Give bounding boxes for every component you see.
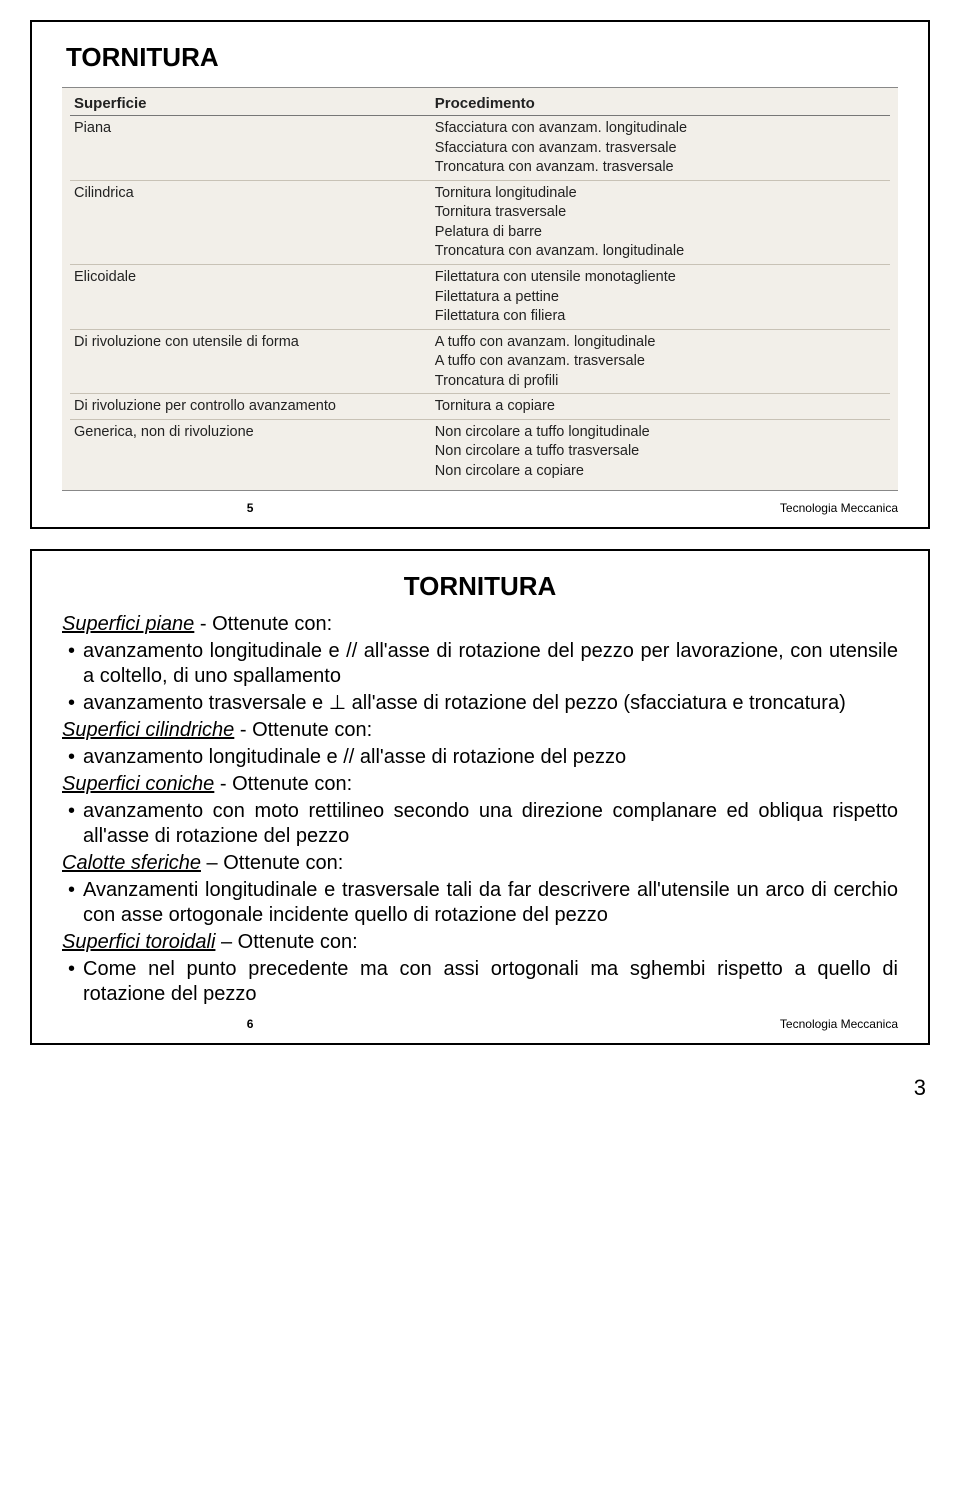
table-cell-superficie: Di rivoluzione con utensile di forma [70,329,431,394]
bullet-text: avanzamento trasversale e ⊥ all'asse di … [83,691,898,716]
table-row: Di rivoluzione con utensile di formaA tu… [70,329,890,394]
slide-1: TORNITURA Superficie Procedimento PianaS… [30,20,930,529]
section-heading-underline: Superfici toroidali [62,931,215,953]
bullet-item: •Come nel punto precedente ma con assi o… [68,957,898,1007]
bullet-text: Come nel punto precedente ma con assi or… [83,957,898,1007]
bullet-dot-icon: • [68,957,75,1007]
slide1-source: Tecnologia Meccanica [780,501,898,515]
table-cell-procedimento: Filettatura con utensile monotaglienteFi… [431,264,890,329]
section-heading-underline: Superfici piane [62,613,194,635]
table-cell-superficie: Generica, non di rivoluzione [70,419,431,483]
table-row: PianaSfacciatura con avanzam. longitudin… [70,116,890,181]
slide2-body: Superfici piane - Ottenute con:•avanzame… [62,612,898,1007]
bullet-text: avanzamento longitudinale e // all'asse … [83,745,898,770]
table-cell-procedimento: Tornitura longitudinaleTornitura trasver… [431,180,890,264]
bullet-text: avanzamento longitudinale e // all'asse … [83,639,898,689]
slide1-footer: 5 Tecnologia Meccanica [62,501,898,515]
table-cell-superficie: Di rivoluzione per controllo avanzamento [70,394,431,420]
slide2-source: Tecnologia Meccanica [780,1017,898,1031]
slide1-table: Superficie Procedimento PianaSfacciatura… [70,92,890,484]
section-heading: Superfici toroidali – Ottenute con: [62,930,898,955]
slide2-title: TORNITURA [62,571,898,602]
table-col-superficie: Superficie [70,92,431,116]
bullet-text: Avanzamenti longitudinale e trasversale … [83,878,898,928]
table-col-procedimento: Procedimento [431,92,890,116]
table-cell-superficie: Elicoidale [70,264,431,329]
bullet-item: •Avanzamenti longitudinale e trasversale… [68,878,898,928]
section-heading: Calotte sferiche – Ottenute con: [62,851,898,876]
slide1-table-wrap: Superficie Procedimento PianaSfacciatura… [62,87,898,491]
section-heading-underline: Superfici cilindriche [62,719,234,741]
table-row: CilindricaTornitura longitudinaleTornitu… [70,180,890,264]
bullet-item: • avanzamento longitudinale e // all'asse… [68,745,898,770]
slide-2: TORNITURA Superfici piane - Ottenute con… [30,549,930,1045]
table-cell-superficie: Piana [70,116,431,181]
slide2-footer: 6 Tecnologia Meccanica [62,1017,898,1031]
bullet-text: avanzamento con moto rettilineo secondo … [83,799,898,849]
section-heading-underline: Superfici coniche [62,773,214,795]
slide1-title: TORNITURA [66,42,898,73]
bullet-dot-icon: • [68,691,75,716]
table-cell-procedimento: A tuffo con avanzam. longitudinaleA tuff… [431,329,890,394]
table-cell-superficie: Cilindrica [70,180,431,264]
section-heading: Superfici piane - Ottenute con: [62,612,898,637]
bullet-dot-icon: • [68,878,75,928]
bullet-item: • avanzamento trasversale e ⊥ all'asse di… [68,691,898,716]
bullet-item: •avanzamento longitudinale e // all'asse… [68,639,898,689]
bullet-dot-icon: • [68,639,75,689]
table-cell-procedimento: Tornitura a copiare [431,394,890,420]
section-heading: Superfici coniche - Ottenute con: [62,772,898,797]
section-heading-underline: Calotte sferiche [62,852,201,874]
sheet-page-number: 3 [0,1065,960,1115]
table-cell-procedimento: Sfacciatura con avanzam. longitudinaleSf… [431,116,890,181]
section-heading: Superfici cilindriche - Ottenute con: [62,718,898,743]
slide1-page-number: 5 [62,501,438,515]
table-row: ElicoidaleFilettatura con utensile monot… [70,264,890,329]
slide2-page-number: 6 [62,1017,438,1031]
bullet-dot-icon: • [68,799,75,849]
bullet-dot-icon: • [68,745,75,770]
table-row: Generica, non di rivoluzioneNon circolar… [70,419,890,483]
bullet-item: •avanzamento con moto rettilineo secondo… [68,799,898,849]
table-cell-procedimento: Non circolare a tuffo longitudinaleNon c… [431,419,890,483]
table-row: Di rivoluzione per controllo avanzamento… [70,394,890,420]
